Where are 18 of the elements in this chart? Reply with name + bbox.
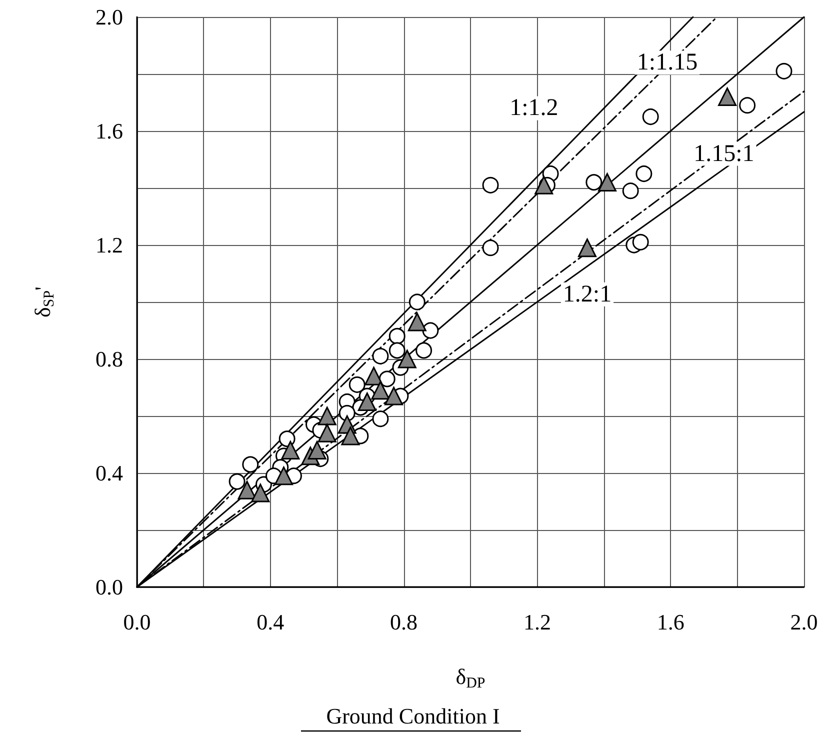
annotation: 1.15:1: [694, 140, 754, 167]
text: Ground Condition I: [326, 704, 500, 728]
y-tick-label: 1.2: [96, 232, 123, 258]
y-axis-title: δSP': [30, 286, 58, 318]
annotation: 1:1.15: [636, 50, 698, 76]
x-tick-label: 1.6: [656, 610, 684, 634]
x-tick-label: 0.4: [256, 610, 284, 634]
annotation: 1:1.2: [510, 95, 558, 122]
y-tick-label: 0.8: [96, 346, 123, 372]
x-tick-label: 0.8: [390, 610, 418, 634]
y-tick-label: 0.4: [96, 460, 123, 486]
x-tick-label: 2.0: [790, 610, 818, 634]
x-tick-label: 1.2: [523, 610, 551, 634]
y-tick-label: 1.6: [96, 118, 123, 144]
x-tick-label: 0.0: [123, 610, 151, 634]
y-tick-label: 0.0: [96, 574, 123, 600]
y-tick-label: 2.0: [96, 4, 123, 30]
annotation: 1.2:1: [562, 281, 612, 308]
